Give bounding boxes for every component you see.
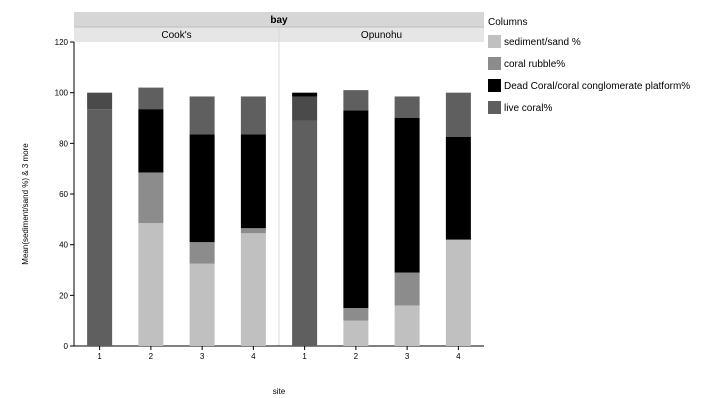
x-axis: 1 2 3 4 1 2 3 4 bbox=[97, 346, 461, 361]
bar-segment bbox=[240, 228, 266, 234]
bar-segment bbox=[292, 96, 318, 121]
bar-segment bbox=[240, 134, 266, 229]
x-tick-label: 1 bbox=[97, 352, 102, 361]
y-tick-label: 20 bbox=[59, 291, 68, 300]
y-axis: 0 20 40 60 80 100 120 bbox=[55, 38, 74, 351]
x-tick-label: 3 bbox=[200, 352, 205, 361]
bar-segment bbox=[189, 134, 215, 243]
legend: sediment/sand % coral rubble% Dead Coral/c… bbox=[488, 35, 690, 114]
x-tick-label: 2 bbox=[149, 352, 154, 361]
bar-segment bbox=[394, 305, 420, 346]
y-tick-label: 120 bbox=[55, 38, 69, 47]
bar-segment bbox=[292, 92, 318, 97]
y-axis-label: Mean(sediment/sand %) & 3 more bbox=[21, 143, 30, 265]
bar-segment bbox=[445, 239, 471, 346]
legend-swatch bbox=[488, 57, 501, 70]
legend-swatch bbox=[488, 101, 501, 114]
legend-label: coral rubble% bbox=[504, 59, 565, 70]
facet-title: bay bbox=[270, 15, 288, 26]
facet-header bbox=[74, 12, 484, 27]
bar-segment bbox=[189, 242, 215, 264]
bar-segment bbox=[445, 92, 471, 137]
x-tick-label: 4 bbox=[251, 352, 256, 361]
bar-segment bbox=[394, 272, 420, 306]
bar-segment bbox=[343, 110, 369, 309]
bar-segment bbox=[138, 109, 164, 173]
x-tick-label: 3 bbox=[405, 352, 410, 361]
panel-title-cooks: Cook's bbox=[161, 30, 191, 41]
bar-segment bbox=[394, 96, 420, 118]
y-tick-label: 60 bbox=[59, 190, 68, 199]
bar-segment bbox=[343, 90, 369, 111]
bar-segment bbox=[138, 87, 164, 110]
bar-segment bbox=[240, 233, 266, 346]
bar-segment bbox=[240, 96, 266, 135]
y-tick-label: 100 bbox=[55, 89, 69, 98]
bars-layer bbox=[87, 87, 471, 347]
legend-label: sediment/sand % bbox=[504, 37, 581, 48]
y-tick-label: 0 bbox=[64, 342, 69, 351]
bar-segment bbox=[138, 223, 164, 346]
plot-frame bbox=[73, 12, 484, 347]
legend-swatch bbox=[488, 35, 501, 48]
bar-segment bbox=[138, 172, 164, 224]
x-tick-label: 1 bbox=[302, 352, 307, 361]
panel-title-opunohu: Opunohu bbox=[361, 30, 402, 41]
legend-label: Dead Coral/coral conglomerate platform% bbox=[504, 81, 690, 92]
bar-segment bbox=[445, 137, 471, 240]
bar-segment bbox=[292, 120, 318, 347]
x-tick-label: 2 bbox=[354, 352, 359, 361]
bar-segment bbox=[394, 118, 420, 273]
y-tick-label: 40 bbox=[59, 241, 68, 250]
bar-segment bbox=[343, 320, 369, 346]
x-tick-label: 4 bbox=[456, 352, 461, 361]
bar-segment bbox=[189, 263, 215, 346]
x-axis-label: site bbox=[273, 387, 286, 396]
legend-swatch bbox=[488, 79, 501, 92]
legend-label: live coral% bbox=[504, 103, 552, 114]
bar-segment bbox=[87, 92, 113, 110]
legend-title: Columns bbox=[488, 17, 527, 28]
bar-segment bbox=[343, 308, 369, 321]
bar-segment bbox=[189, 96, 215, 135]
y-tick-label: 80 bbox=[59, 139, 68, 148]
bar-segment bbox=[87, 109, 113, 346]
